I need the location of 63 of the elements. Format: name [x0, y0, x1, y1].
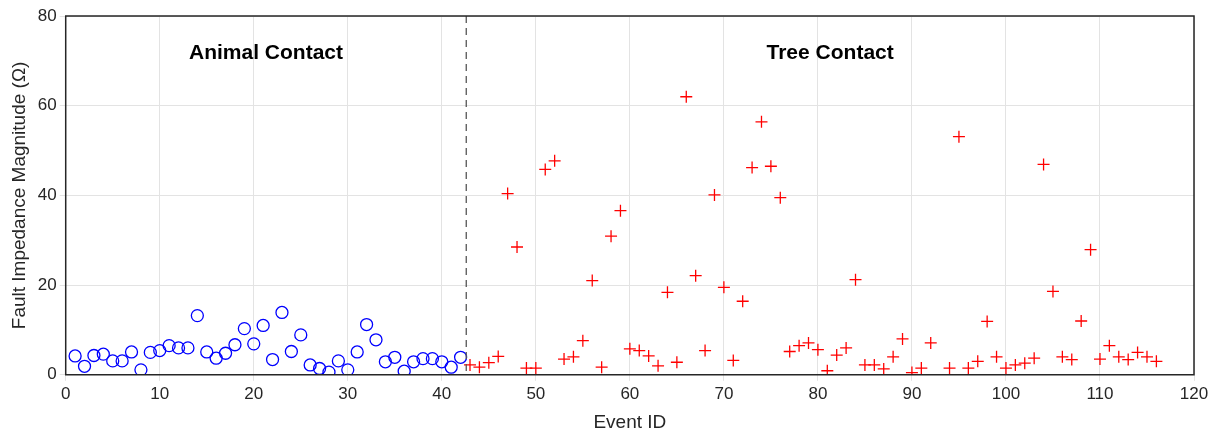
point [115, 354, 129, 368]
point [209, 351, 223, 365]
point [171, 341, 186, 355]
point [106, 354, 120, 368]
point [247, 337, 261, 351]
x-tick-label: 80 [808, 383, 828, 403]
point [200, 345, 214, 359]
point [406, 355, 421, 369]
point [435, 355, 449, 369]
point [181, 341, 195, 355]
point [77, 359, 92, 373]
point [190, 308, 204, 323]
point [134, 363, 148, 375]
point [275, 305, 289, 320]
point [68, 349, 82, 363]
point [256, 318, 270, 333]
x-tick-label: 20 [244, 383, 264, 403]
point [369, 333, 383, 347]
point [341, 363, 355, 375]
point [388, 350, 402, 364]
point [359, 317, 374, 332]
y-tick-label: 80 [37, 5, 57, 25]
point [397, 364, 411, 375]
point [284, 344, 299, 359]
point [378, 355, 393, 369]
point [303, 358, 317, 372]
point [96, 347, 110, 361]
point [331, 354, 346, 368]
x-tick-label: 120 [1179, 383, 1209, 403]
point [425, 352, 440, 366]
x-tick-label: 110 [1086, 383, 1114, 403]
point [453, 350, 468, 364]
x-tick-label: 0 [60, 383, 71, 403]
x-tick-label: 100 [991, 383, 1021, 403]
point [162, 339, 176, 353]
x-tick-label: 30 [338, 383, 358, 403]
y-tick-label: 60 [37, 95, 57, 115]
x-tick-label: 40 [432, 383, 452, 403]
x-tick-label: 50 [526, 383, 546, 403]
y-tick-label: 40 [37, 185, 57, 205]
point [444, 360, 458, 374]
x-tick-label: 60 [620, 383, 640, 403]
annotation: Animal Contact [188, 39, 343, 63]
point [218, 346, 233, 360]
x-tick-label: 10 [150, 383, 170, 403]
point [312, 361, 327, 375]
point [294, 328, 308, 342]
point [124, 345, 139, 359]
point [350, 345, 364, 359]
point [228, 338, 242, 352]
point [143, 345, 157, 360]
x-axis-title: Event ID [593, 410, 667, 432]
point [416, 352, 430, 366]
point [237, 321, 252, 336]
x-tick-label: 90 [902, 383, 922, 403]
point [87, 348, 101, 363]
y-axis-title: Fault Impedance Magnitude (Ω) [7, 61, 29, 330]
point [265, 352, 280, 367]
point [153, 343, 167, 358]
y-tick-label: 20 [37, 274, 57, 294]
y-tick-label: 0 [47, 364, 57, 384]
annotation: Tree Contact [766, 39, 894, 63]
x-tick-label: 70 [714, 383, 734, 403]
